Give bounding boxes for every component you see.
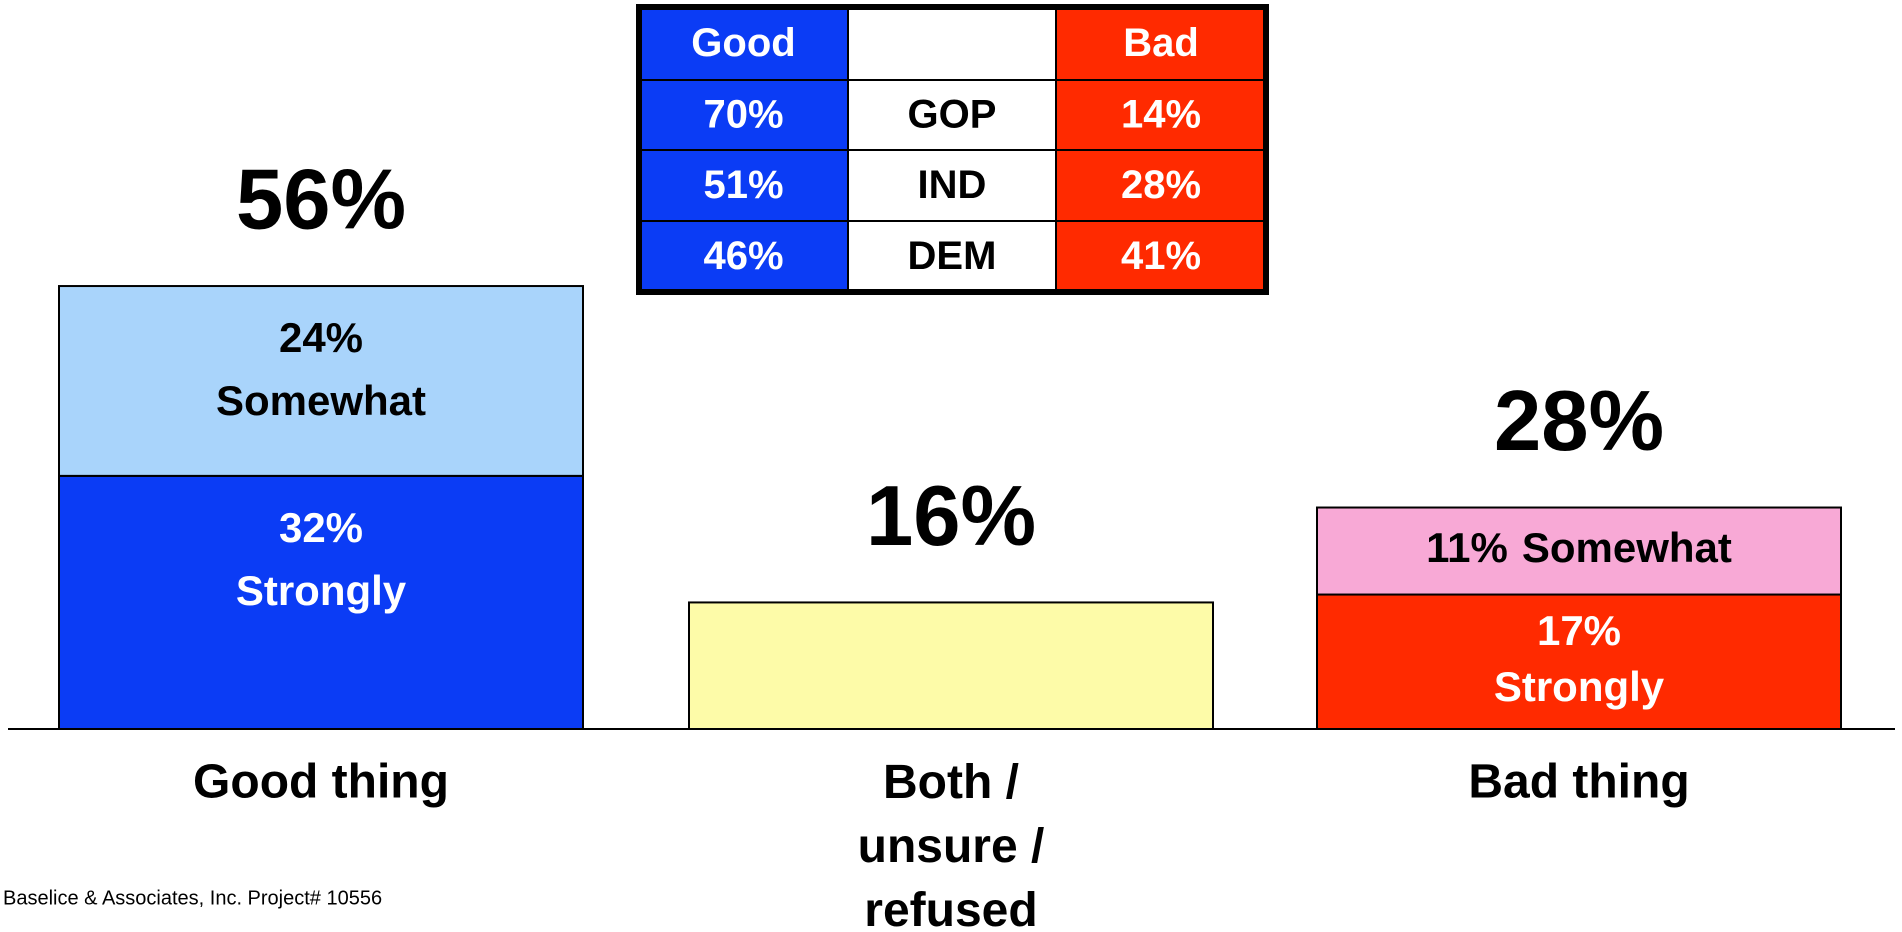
table-cell xyxy=(847,220,1057,293)
category-line: refused xyxy=(864,884,1037,932)
segment-name: Strongly xyxy=(236,567,407,614)
table-cell xyxy=(1055,6,1267,81)
table-text: 28% xyxy=(1121,163,1201,207)
footer: Baselice & Associates, Inc. Project# 105… xyxy=(3,887,382,909)
table-text: DEM xyxy=(908,234,997,278)
category-label: Both / unsure / refused xyxy=(858,756,1045,932)
bar-segment xyxy=(1316,506,1842,596)
bar-segment xyxy=(58,285,584,477)
table-text: 46% xyxy=(703,234,783,278)
total-label: 28% xyxy=(1494,374,1664,469)
segment-name: Strongly xyxy=(1494,663,1665,710)
table-text: 41% xyxy=(1121,234,1201,278)
segment-name: Somewhat xyxy=(216,377,426,424)
segment-label: 11% Somewhat xyxy=(1426,524,1732,571)
table-text: IND xyxy=(918,163,987,207)
category-line: unsure / xyxy=(858,820,1045,873)
segment-value: 24% xyxy=(279,314,363,361)
table-text: GOP xyxy=(908,93,997,137)
segment-value: 17% xyxy=(1537,607,1621,654)
table-text: Good xyxy=(691,21,795,65)
category-line: Both / xyxy=(883,756,1019,809)
category-label: Good thing xyxy=(193,756,449,809)
bar-segment xyxy=(58,474,584,730)
total-label: 56% xyxy=(236,152,406,247)
table-text: 70% xyxy=(703,93,783,137)
segment-value: 32% xyxy=(279,504,363,551)
segment-name: Somewhat xyxy=(1522,524,1732,571)
category-label: Bad thing xyxy=(1468,756,1689,809)
table-cell xyxy=(847,149,1057,222)
bar-segment xyxy=(688,601,1214,730)
table-border xyxy=(636,4,1269,295)
table-cell xyxy=(1055,79,1267,151)
table-text: 51% xyxy=(703,163,783,207)
table-text: 14% xyxy=(1121,93,1201,137)
table-cell xyxy=(1055,220,1267,293)
table-cell xyxy=(847,6,1057,81)
total-label: 16% xyxy=(866,469,1036,564)
table-cell xyxy=(638,149,849,222)
segment-value: 11% xyxy=(1426,524,1508,571)
table-text: Bad xyxy=(1123,21,1199,65)
